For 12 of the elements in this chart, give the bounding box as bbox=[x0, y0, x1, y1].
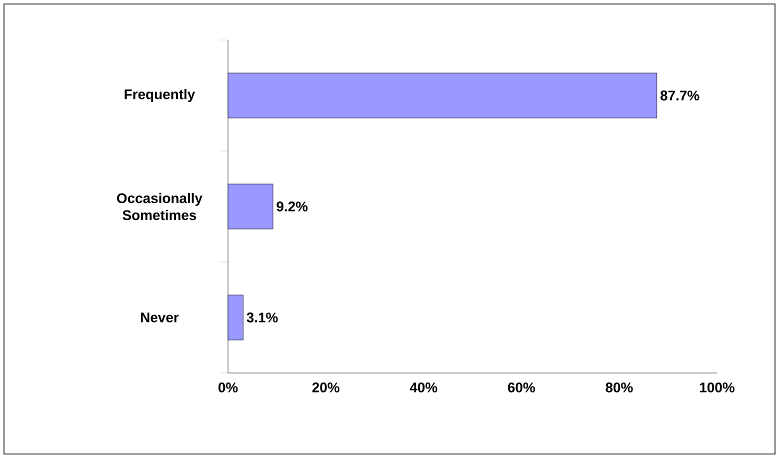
data-label: 3.1% bbox=[246, 312, 278, 322]
x-tick-label: 100% bbox=[700, 382, 734, 392]
y-tick-label: Never bbox=[141, 312, 179, 322]
x-tick-label: 60% bbox=[508, 382, 535, 392]
y-tick-label: Occasionally Sometimes bbox=[117, 192, 202, 220]
y-tick-label: Frequently bbox=[124, 89, 196, 102]
x-tick-label: 40% bbox=[410, 382, 438, 392]
x-tick-label: 80% bbox=[606, 382, 633, 392]
x-tick-label: 20% bbox=[312, 382, 340, 392]
data-label: 87.7% bbox=[660, 90, 700, 100]
data-label: 9.2% bbox=[276, 202, 308, 212]
x-tick-label: 0% bbox=[218, 382, 238, 392]
